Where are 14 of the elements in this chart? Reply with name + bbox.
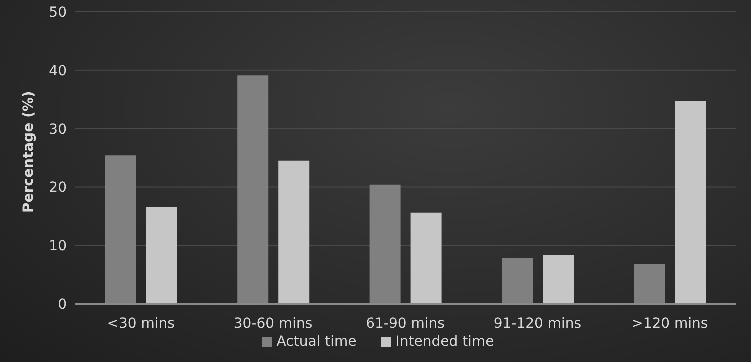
y-tick-label: 50 — [49, 4, 67, 21]
y-tick-label: 0 — [58, 296, 67, 313]
y-tick-label: 30 — [49, 122, 67, 138]
x-tick-label: <30 mins — [107, 316, 175, 332]
x-tick-label: 61-90 mins — [366, 316, 445, 332]
x-tick-label: 91-120 mins — [494, 316, 582, 332]
y-axis-title: Percentage (%) — [20, 91, 37, 213]
x-tick-label: >120 mins — [632, 316, 708, 332]
legend-label: Intended time — [396, 334, 494, 350]
y-tick-label: 20 — [49, 180, 67, 196]
legend-label: Actual time — [276, 334, 357, 350]
x-tick-label: 30-60 mins — [234, 316, 313, 332]
y-tick-label: 10 — [49, 238, 67, 255]
y-tick-label: 40 — [49, 63, 67, 80]
